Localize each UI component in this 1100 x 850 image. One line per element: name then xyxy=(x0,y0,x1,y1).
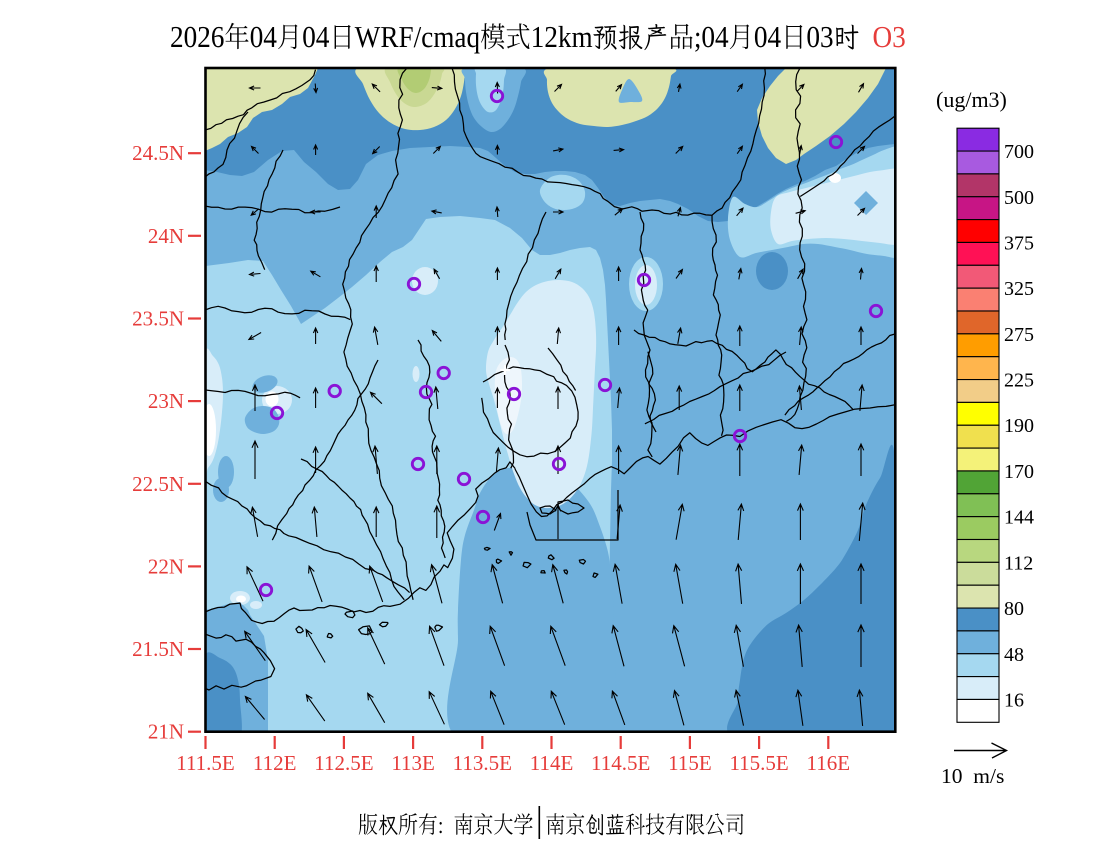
svg-text:22N: 22N xyxy=(148,554,184,578)
svg-text:170: 170 xyxy=(1004,461,1034,483)
svg-text:112: 112 xyxy=(1004,552,1033,574)
svg-text:23N: 23N xyxy=(148,389,184,413)
svg-text:375: 375 xyxy=(1004,232,1034,254)
svg-text:225: 225 xyxy=(1004,370,1034,392)
svg-text:114.5E: 114.5E xyxy=(591,751,650,775)
svg-text:(ug/m3): (ug/m3) xyxy=(936,87,1007,112)
svg-text:700: 700 xyxy=(1004,141,1034,163)
svg-text:80: 80 xyxy=(1004,598,1024,620)
svg-text:325: 325 xyxy=(1004,278,1034,300)
svg-text:21.5N: 21.5N xyxy=(132,637,184,661)
svg-text:10 m/s: 10 m/s xyxy=(941,764,1004,788)
svg-text:275: 275 xyxy=(1004,324,1034,346)
svg-text:113.5E: 113.5E xyxy=(453,751,512,775)
svg-text:23.5N: 23.5N xyxy=(132,307,184,331)
svg-text:500: 500 xyxy=(1004,187,1034,209)
svg-text:21N: 21N xyxy=(148,720,184,744)
svg-text:112E: 112E xyxy=(253,751,297,775)
svg-text:115.5E: 115.5E xyxy=(729,751,788,775)
svg-text:48: 48 xyxy=(1004,644,1024,666)
svg-text:24.5N: 24.5N xyxy=(132,141,184,165)
svg-text:113E: 113E xyxy=(391,751,435,775)
svg-text:112.5E: 112.5E xyxy=(314,751,373,775)
svg-text:111.5E: 111.5E xyxy=(176,751,235,775)
svg-text:144: 144 xyxy=(1004,507,1034,529)
svg-text:114E: 114E xyxy=(530,751,574,775)
svg-text:24N: 24N xyxy=(148,224,184,248)
svg-text:190: 190 xyxy=(1004,415,1034,437)
svg-text:22.5N: 22.5N xyxy=(132,472,184,496)
svg-text:16: 16 xyxy=(1004,690,1024,712)
svg-text:115E: 115E xyxy=(668,751,712,775)
svg-text:116E: 116E xyxy=(807,751,851,775)
